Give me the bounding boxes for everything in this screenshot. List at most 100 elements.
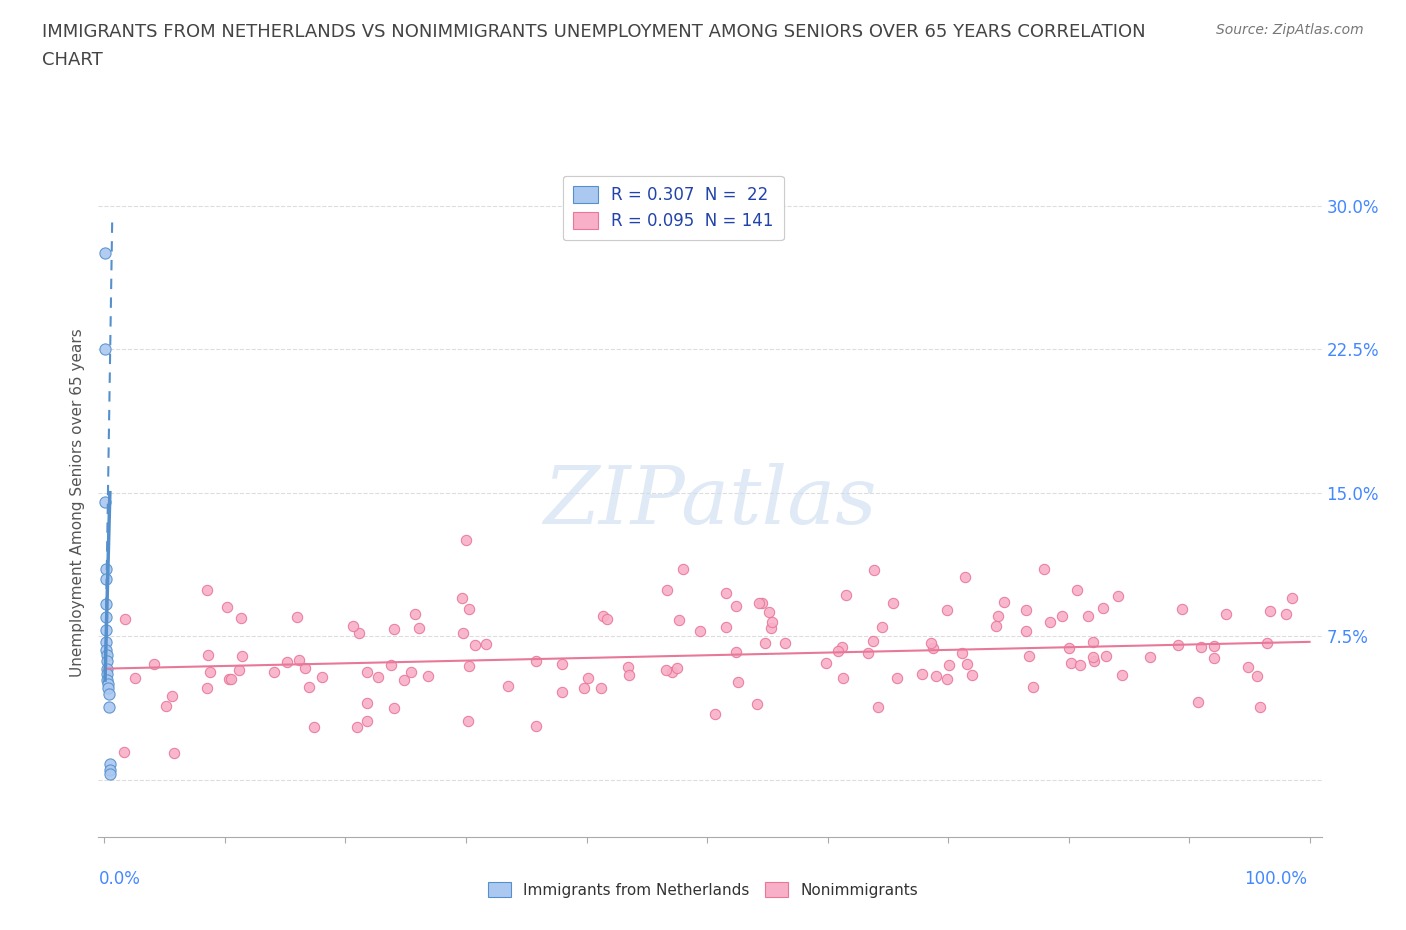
Point: [218, 672, 240, 687]
Point: [551, 657, 574, 671]
Point: [863, 562, 886, 577]
Point: [1069, 658, 1091, 672]
Point: [960, 668, 983, 683]
Point: [367, 670, 389, 684]
Point: [668, 612, 690, 627]
Point: [356, 714, 378, 729]
Point: [1281, 591, 1303, 605]
Point: [142, 657, 165, 671]
Point: [589, 681, 612, 696]
Point: [1091, 601, 1114, 616]
Point: [1246, 669, 1268, 684]
Point: [1107, 588, 1129, 603]
Point: [1187, 695, 1209, 710]
Text: 100.0%: 100.0%: [1244, 870, 1308, 887]
Point: [94, 562, 117, 577]
Point: [666, 660, 689, 675]
Point: [1050, 609, 1073, 624]
Point: [94, 596, 117, 611]
Point: [1249, 699, 1271, 714]
Point: [882, 595, 904, 610]
Point: [616, 660, 638, 675]
Point: [751, 595, 773, 610]
Point: [754, 635, 776, 650]
Point: [831, 639, 853, 654]
Point: [1094, 648, 1116, 663]
Point: [716, 619, 738, 634]
Point: [725, 599, 748, 614]
Point: [956, 657, 979, 671]
Point: [1275, 606, 1298, 621]
Point: [94, 246, 117, 261]
Point: [862, 633, 884, 648]
Point: [124, 671, 146, 686]
Point: [1111, 668, 1133, 683]
Point: [94, 571, 117, 586]
Point: [815, 655, 838, 670]
Point: [935, 603, 957, 618]
Point: [450, 591, 472, 605]
Point: [298, 680, 321, 695]
Point: [921, 641, 943, 656]
Point: [96, 667, 118, 682]
Text: Source: ZipAtlas.com: Source: ZipAtlas.com: [1216, 23, 1364, 37]
Point: [524, 718, 547, 733]
Point: [404, 606, 426, 621]
Point: [576, 671, 599, 685]
Point: [100, 763, 122, 777]
Legend: Immigrants from Netherlands, Nonimmigrants: Immigrants from Netherlands, Nonimmigran…: [482, 875, 924, 904]
Point: [96, 648, 118, 663]
Point: [1077, 608, 1099, 623]
Point: [984, 618, 1007, 633]
Point: [96, 661, 118, 676]
Point: [96, 654, 118, 669]
Point: [1066, 582, 1088, 597]
Point: [97, 681, 120, 696]
Point: [1167, 638, 1189, 653]
Point: [94, 495, 117, 510]
Point: [454, 533, 477, 548]
Point: [886, 671, 908, 685]
Point: [1139, 650, 1161, 665]
Point: [382, 622, 405, 637]
Point: [382, 701, 405, 716]
Text: 0.0%: 0.0%: [98, 870, 141, 887]
Point: [689, 624, 711, 639]
Point: [112, 745, 135, 760]
Point: [380, 658, 402, 672]
Point: [761, 621, 783, 636]
Point: [195, 582, 218, 597]
Point: [724, 645, 747, 660]
Point: [346, 720, 368, 735]
Point: [155, 698, 177, 713]
Point: [1014, 603, 1036, 618]
Point: [1215, 607, 1237, 622]
Point: [524, 654, 547, 669]
Point: [451, 626, 474, 641]
Point: [347, 625, 370, 640]
Point: [1083, 654, 1105, 669]
Point: [231, 611, 253, 626]
Point: [661, 664, 683, 679]
Point: [198, 664, 221, 679]
Point: [228, 663, 250, 678]
Point: [418, 669, 440, 684]
Point: [215, 600, 238, 615]
Point: [745, 697, 768, 711]
Point: [195, 680, 218, 695]
Point: [938, 658, 960, 672]
Point: [716, 586, 738, 601]
Point: [572, 681, 595, 696]
Point: [1018, 649, 1040, 664]
Point: [474, 637, 496, 652]
Point: [1081, 650, 1104, 665]
Point: [870, 619, 893, 634]
Point: [1189, 640, 1212, 655]
Point: [160, 688, 183, 703]
Point: [496, 679, 519, 694]
Point: [1237, 659, 1260, 674]
Text: CHART: CHART: [42, 51, 103, 69]
Point: [100, 757, 122, 772]
Point: [925, 669, 948, 684]
Point: [1039, 615, 1062, 630]
